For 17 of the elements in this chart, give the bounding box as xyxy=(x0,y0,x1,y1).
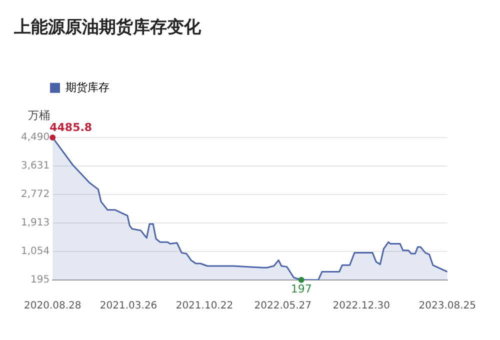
y-tick-label: 195 xyxy=(30,274,50,286)
x-tick-label: 2023.08.25 xyxy=(418,300,476,312)
x-tick-label: 2021.10.22 xyxy=(176,300,234,312)
x-tick-label: 2020.08.28 xyxy=(24,300,82,312)
x-tick-label: 2022.05.27 xyxy=(254,300,312,312)
y-tick-label: 2,772 xyxy=(20,189,50,200)
y-axis-title: 万桶 xyxy=(28,108,50,122)
x-tick-label: 2021.03.26 xyxy=(100,300,158,312)
chart-title: 上能源原油期货库存变化 xyxy=(13,18,202,38)
x-tick-label: 2022.12.30 xyxy=(332,300,390,312)
y-tick-label: 4,490 xyxy=(20,132,50,143)
y-tick-label: 3,631 xyxy=(20,160,50,172)
annotation: 197 xyxy=(290,282,312,296)
annotation: 4485.8 xyxy=(50,120,92,134)
legend-label: 期货库存 xyxy=(66,80,110,94)
y-tick-label: 1,054 xyxy=(20,246,50,258)
y-tick-label: 1,913 xyxy=(20,218,50,229)
